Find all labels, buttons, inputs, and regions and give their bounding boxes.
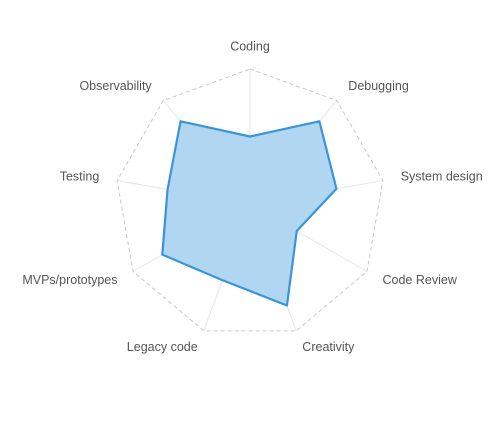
axis-label-7: Testing <box>60 170 100 184</box>
series-area-0 <box>161 120 338 307</box>
axis-label-layer: Coding Debugging System design Code Review C… <box>22 39 482 354</box>
axis-label-0: Coding <box>230 39 270 53</box>
axis-label-6: MVPs/prototypes <box>22 273 117 287</box>
axis-label-5: Legacy code <box>127 340 198 354</box>
grid-ring-outer <box>116 68 384 332</box>
axis-label-3: Code Review <box>383 273 458 287</box>
axis-label-2: System design <box>401 170 483 184</box>
axis-label-8: Observability <box>79 79 152 93</box>
axis-label-1: Debugging <box>348 79 409 93</box>
axis-label-4: Creativity <box>302 340 355 354</box>
series-layer <box>161 120 338 307</box>
